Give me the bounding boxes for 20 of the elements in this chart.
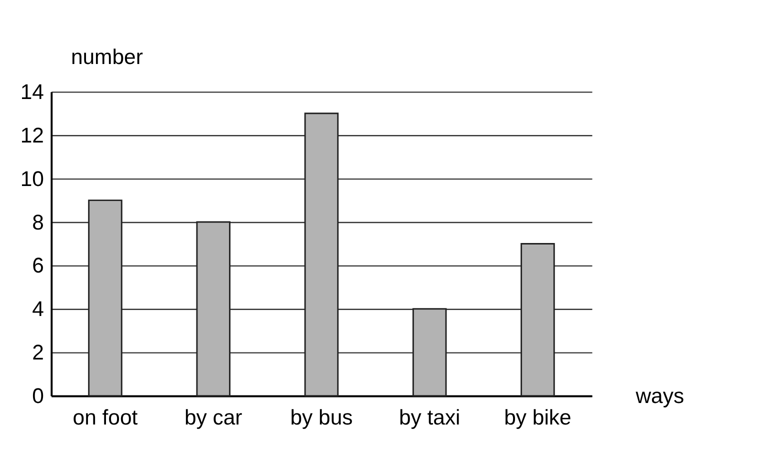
y-axis-title: number	[70, 46, 143, 70]
x-tick-label: by taxi	[398, 406, 460, 430]
y-tick-label: 14	[20, 80, 44, 104]
y-tick-label: 12	[20, 124, 44, 148]
bar	[88, 200, 122, 397]
x-tick-label: by bike	[504, 406, 572, 430]
y-tick-label: 4	[32, 298, 44, 322]
x-tick-label: on foot	[72, 406, 138, 430]
bar	[412, 308, 447, 397]
x-axis-title: ways	[634, 385, 684, 408]
y-tick-label: 2	[32, 342, 44, 365]
bar	[196, 221, 230, 397]
y-tick-label: 0	[32, 385, 44, 408]
bar	[304, 112, 339, 397]
x-tick-label: by bus	[290, 406, 353, 430]
x-tick-label: by car	[184, 406, 242, 430]
y-tick-label: 8	[32, 211, 44, 234]
bar	[520, 243, 555, 397]
y-tick-label: 6	[32, 254, 44, 278]
y-tick-label: 10	[20, 168, 44, 191]
